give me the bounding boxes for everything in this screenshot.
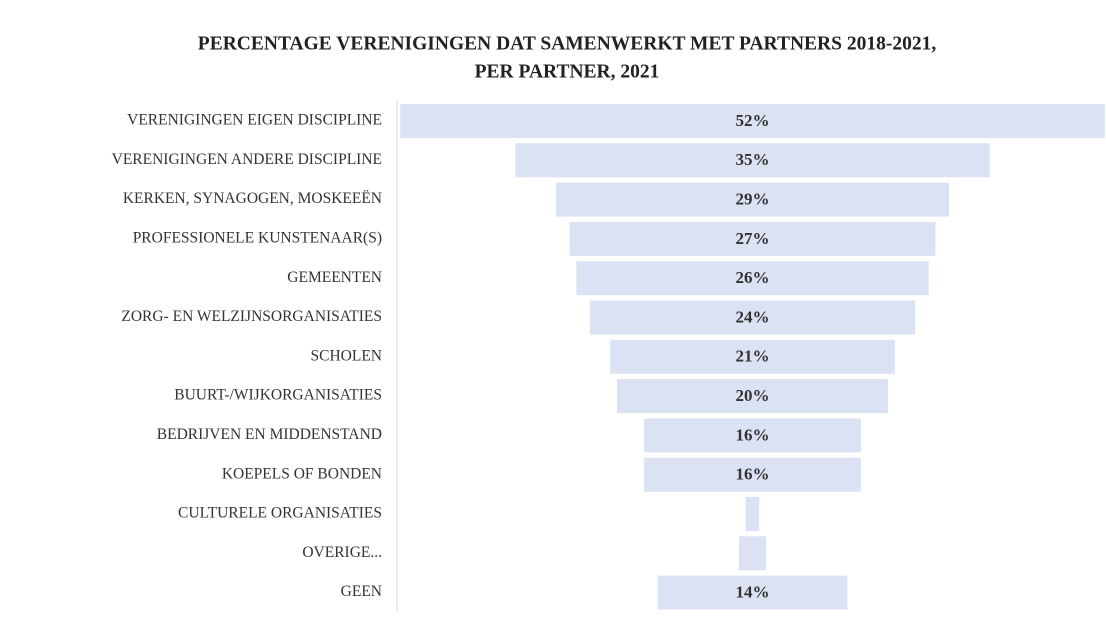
chart-title: PER PARTNER, 2021: [475, 61, 660, 82]
value-label: 27%: [736, 229, 770, 248]
category-label: VERENIGINGEN ANDERE DISCIPLINE: [112, 151, 382, 168]
bar: [657, 575, 848, 610]
category-label: VERENIGINGEN EIGEN DISCIPLINE: [127, 112, 382, 129]
category-label: CULTURELE ORGANISATIES: [178, 505, 382, 522]
category-label: GEMEENTEN: [287, 269, 382, 286]
bar: [589, 300, 916, 335]
value-label: 24%: [736, 307, 770, 326]
value-label: 16%: [736, 465, 770, 484]
bar: [738, 536, 767, 571]
bar: [617, 379, 888, 414]
bar: [569, 221, 936, 256]
bar: [576, 261, 929, 296]
value-label: 26%: [736, 268, 770, 287]
value-label: 21%: [736, 347, 770, 366]
chart-title: PERCENTAGE VERENIGINGEN DAT SAMENWERKT M…: [198, 33, 937, 54]
bar: [644, 418, 861, 453]
category-label: KERKEN, SYNAGOGEN, MOSKEEËN: [123, 190, 382, 207]
value-label: 14%: [736, 583, 770, 602]
bar: [515, 143, 990, 178]
category-label: SCHOLEN: [311, 347, 382, 364]
value-label: 20%: [736, 386, 770, 405]
category-label: GEEN: [341, 583, 382, 600]
value-label: 52%: [736, 111, 770, 130]
value-label: 29%: [736, 190, 770, 209]
category-label: PROFESSIONELE KUNSTENAAR(S): [133, 229, 382, 246]
bar: [745, 497, 760, 531]
category-label: BUURT-/WIJKORGANISATIES: [174, 387, 382, 404]
category-label: BEDRIJVEN EN MIDDENSTAND: [157, 426, 382, 443]
category-label: KOEPELS OF BONDEN: [222, 465, 382, 482]
bar: [400, 104, 1105, 138]
category-label: OVERIGE...: [302, 544, 382, 561]
bar: [644, 457, 861, 492]
value-label: 16%: [736, 425, 770, 444]
category-label: ZORG- EN WELZIJNSORGANISATIES: [121, 308, 382, 325]
bar: [610, 339, 895, 374]
value-label: 35%: [736, 150, 770, 169]
bar: [556, 182, 949, 217]
